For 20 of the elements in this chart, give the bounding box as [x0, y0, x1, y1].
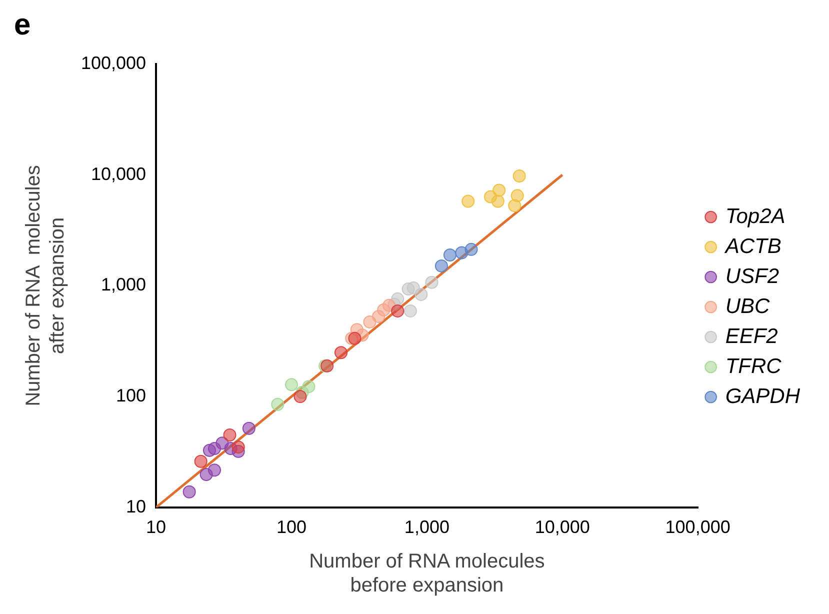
legend-label: Top2A: [725, 204, 786, 228]
x-tick-label: 1,000: [404, 517, 450, 538]
y-tick-label: 100,000: [80, 52, 146, 73]
chart-title: e: [14, 8, 31, 42]
x-tick-label: 100: [276, 517, 307, 538]
x-tick-label: 10: [146, 517, 166, 538]
legend-label: GAPDH: [725, 384, 801, 408]
legend-label: UBC: [725, 294, 770, 318]
legend-label: EEF2: [725, 324, 778, 348]
x-axis-title: Number of RNA molecules before expansion: [309, 550, 545, 597]
legend-label: TFRC: [725, 354, 782, 378]
y-tick-label: 10,000: [91, 164, 146, 184]
x-tick-label: 100,000: [665, 517, 730, 538]
legend-label: USF2: [725, 264, 780, 288]
y-tick-label: 100: [116, 386, 146, 406]
y-axis-title: Number of RNA molecules after expansion: [22, 165, 69, 406]
y-tick-label: 10: [126, 496, 146, 516]
legend-label: ACTB: [723, 234, 782, 258]
x-tick-label: 10,000: [534, 517, 590, 538]
y-tick-label: 1,000: [101, 274, 146, 295]
